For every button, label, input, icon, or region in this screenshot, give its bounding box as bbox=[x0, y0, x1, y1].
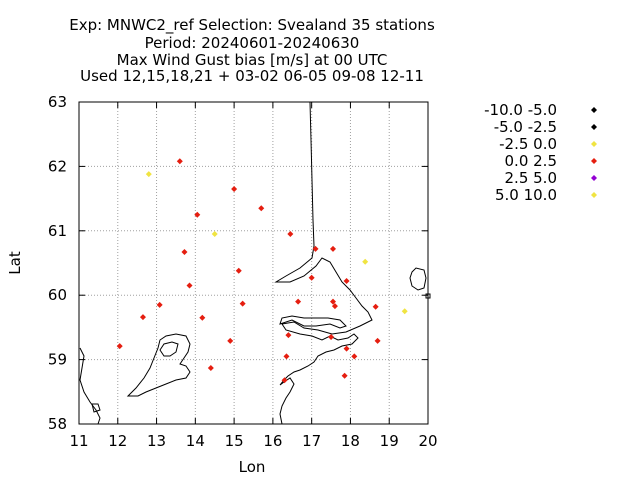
legend-label: 2.5 5.0 bbox=[505, 169, 557, 187]
y-tick-label: 61 bbox=[48, 222, 67, 240]
ticks bbox=[78, 101, 429, 425]
data-point bbox=[328, 334, 335, 341]
lake-vanern-inner bbox=[159, 341, 179, 357]
grid bbox=[79, 102, 428, 424]
lake-malaren bbox=[279, 315, 347, 329]
y-axis-label: Lat bbox=[6, 251, 24, 275]
data-point bbox=[258, 205, 265, 212]
lake-vanern bbox=[126, 333, 191, 397]
x-tick-label: 18 bbox=[341, 432, 360, 450]
x-axis-label: Lon bbox=[239, 458, 266, 476]
east-coast bbox=[274, 101, 373, 425]
x-tick-label: 20 bbox=[418, 432, 437, 450]
data-point bbox=[239, 300, 246, 307]
data-point bbox=[194, 211, 201, 218]
data-point bbox=[285, 332, 292, 339]
title-line-3: Max Wind Gust bias [m/s] at 00 UTC bbox=[117, 51, 388, 69]
x-tick-label: 17 bbox=[302, 432, 321, 450]
data-point bbox=[312, 245, 319, 252]
legend-marker bbox=[591, 175, 597, 181]
aland-islands bbox=[409, 267, 427, 291]
legend-label: 5.0 10.0 bbox=[495, 186, 557, 204]
y-tick-label: 62 bbox=[48, 157, 67, 175]
title-line-4: Used 12,15,18,21 + 03-02 06-05 09-08 12-… bbox=[80, 67, 424, 85]
x-tick-labels: 11 12 13 14 15 16 17 18 19 20 bbox=[69, 432, 437, 450]
y-tick-labels: 58 59 60 61 62 63 bbox=[48, 93, 67, 433]
title-line-1: Exp: MNWC2_ref Selection: Svealand 35 st… bbox=[69, 16, 435, 35]
data-point bbox=[156, 301, 163, 308]
data-point bbox=[351, 353, 358, 360]
data-point bbox=[362, 258, 369, 265]
west-islet bbox=[91, 403, 101, 413]
x-tick-label: 14 bbox=[186, 432, 205, 450]
data-point bbox=[145, 171, 152, 178]
chart-title: Exp: MNWC2_ref Selection: Svealand 35 st… bbox=[69, 16, 435, 85]
title-line-2: Period: 20240601-20240630 bbox=[145, 34, 360, 52]
legend-marker bbox=[591, 158, 597, 164]
x-tick-label: 11 bbox=[69, 432, 88, 450]
data-point bbox=[176, 158, 183, 165]
aland-islet bbox=[425, 293, 431, 299]
data-point bbox=[227, 337, 234, 344]
data-point bbox=[116, 343, 123, 350]
data-point bbox=[343, 345, 350, 352]
x-tick-label: 13 bbox=[147, 432, 166, 450]
data-point bbox=[401, 308, 408, 315]
data-point bbox=[287, 231, 294, 238]
data-point bbox=[308, 274, 315, 281]
data-point bbox=[331, 303, 338, 310]
y-tick-label: 60 bbox=[48, 286, 67, 304]
data-point bbox=[207, 364, 214, 371]
data-point bbox=[343, 278, 350, 285]
legend-marker bbox=[591, 192, 597, 198]
data-point bbox=[341, 372, 348, 379]
legend-label: -2.5 0.0 bbox=[499, 135, 557, 153]
legend-marker bbox=[591, 124, 597, 130]
data-point bbox=[235, 267, 242, 274]
data-point bbox=[231, 185, 238, 192]
data-point bbox=[139, 314, 146, 321]
data-point bbox=[281, 377, 288, 384]
legend-label: 0.0 2.5 bbox=[505, 152, 557, 170]
legend-marker bbox=[591, 141, 597, 147]
data-point bbox=[329, 245, 336, 252]
data-point bbox=[186, 282, 193, 289]
legend-label: -5.0 -2.5 bbox=[494, 118, 557, 136]
data-point bbox=[372, 303, 379, 310]
data-point bbox=[283, 353, 290, 360]
data-point bbox=[295, 298, 302, 305]
y-tick-label: 63 bbox=[48, 93, 67, 111]
x-tick-label: 15 bbox=[225, 432, 244, 450]
data-point bbox=[374, 337, 381, 344]
coastline bbox=[79, 101, 431, 425]
x-tick-label: 12 bbox=[108, 432, 127, 450]
legend: -10.0 -5.0-5.0 -2.5-2.5 0.00.0 2.52.5 5.… bbox=[484, 101, 597, 204]
legend-label: -10.0 -5.0 bbox=[484, 101, 557, 119]
x-tick-label: 16 bbox=[263, 432, 282, 450]
data-point bbox=[329, 298, 336, 305]
data-point bbox=[199, 314, 206, 321]
x-tick-label: 19 bbox=[380, 432, 399, 450]
data-point bbox=[211, 231, 218, 238]
y-tick-label: 59 bbox=[48, 351, 67, 369]
data-point bbox=[181, 249, 188, 256]
y-tick-label: 58 bbox=[48, 415, 67, 433]
data-points bbox=[116, 158, 408, 384]
plot-frame bbox=[78, 101, 429, 425]
legend-marker bbox=[591, 107, 597, 113]
